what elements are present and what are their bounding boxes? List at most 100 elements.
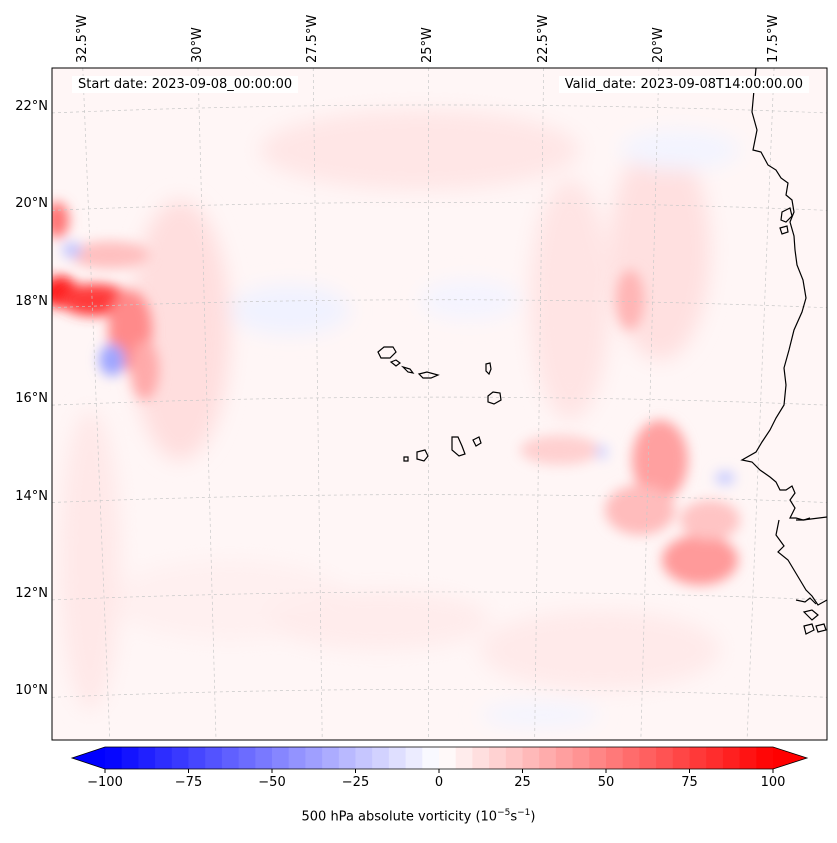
colorbar-segment	[138, 747, 156, 769]
vorticity-band-east	[616, 270, 644, 330]
colorbar-segment	[689, 747, 707, 769]
colorbar-segment	[388, 747, 407, 769]
vorticity-patch	[530, 180, 610, 420]
island-santo-antao	[377, 346, 397, 359]
vorticity-band	[70, 241, 150, 269]
latitude-label: 14°N	[15, 488, 48, 504]
coastline-gambia	[796, 517, 811, 521]
parallel-line	[52, 104, 827, 114]
colorbar-segment	[489, 747, 507, 769]
colorbar-segment	[355, 747, 373, 769]
longitude-label: 27.5°W	[305, 14, 321, 63]
meridian-line	[197, 68, 217, 740]
island-sao-vicente	[389, 359, 401, 367]
graticule	[52, 68, 827, 740]
meridian-line	[640, 68, 660, 740]
colorbar	[70, 746, 809, 773]
vorticity-patch-negative	[620, 130, 740, 170]
vorticity-field	[52, 68, 827, 740]
colorbar-label-unit: s	[510, 809, 518, 825]
vorticity-min-west	[62, 242, 82, 258]
colorbar-tick-label: −50	[258, 775, 286, 790]
colorbar-segment	[739, 747, 757, 769]
colorbar-label-exponent-2: −1	[517, 808, 531, 818]
parallel-line	[52, 201, 827, 211]
vorticity-band-east	[632, 420, 688, 500]
island-brava	[403, 456, 409, 462]
colorbar-tick-label: −100	[87, 775, 123, 790]
colorbar-segment	[555, 747, 574, 769]
colorbar-segment	[105, 747, 123, 769]
island-boa-vista	[487, 391, 502, 405]
longitude-label: 25°W	[420, 27, 436, 63]
colorbar-segment	[522, 747, 540, 769]
vorticity-patch-negative	[480, 703, 600, 727]
colorbar-segment	[405, 747, 423, 769]
colorbar-segment	[722, 747, 741, 769]
colorbar-segment	[472, 747, 490, 769]
colorbar-label-text: 500 hPa absolute vorticity (10	[301, 809, 498, 825]
colorbar-segment	[539, 747, 557, 769]
parallel-line	[52, 396, 827, 406]
colorbar-tick-label: 0	[434, 775, 444, 790]
coastline-bijagos	[803, 623, 815, 635]
longitude-label: 17.5°W	[766, 14, 782, 63]
map-frame	[51, 67, 828, 741]
colorbar-segment	[672, 747, 691, 769]
coastline-island-north	[780, 207, 793, 223]
latitude-label: 10°N	[15, 683, 48, 699]
colorbar-tick-label: 50	[597, 775, 615, 790]
colorbar-segment	[338, 747, 357, 769]
latitude-label: 18°N	[15, 293, 48, 309]
vorticity-band-east	[662, 535, 738, 585]
vorticity-min-west	[99, 344, 125, 376]
cape-verde-islands	[377, 346, 502, 462]
coastline-bijagos	[802, 609, 819, 621]
colorbar-segment	[121, 747, 139, 769]
colorbar-segment	[756, 747, 774, 769]
island-sao-nicolau	[400, 365, 415, 374]
colorbar-segment	[422, 747, 440, 769]
vorticity-band	[52, 202, 69, 238]
colorbar-extend-high	[773, 747, 807, 769]
latitude-label: 22°N	[15, 98, 48, 114]
colorbar-label: 500 hPa absolute vorticity (10−5s−1)	[0, 808, 837, 824]
colorbar-segment	[455, 747, 473, 769]
colorbar-extend-low	[72, 747, 105, 769]
longitude-label: 20°W	[650, 27, 666, 63]
colorbar-segment	[305, 747, 323, 769]
vorticity-patch	[60, 410, 120, 710]
vorticity-patch	[130, 200, 230, 460]
colorbar-tick-label: −75	[174, 775, 203, 790]
colorbar-label-close: )	[530, 809, 536, 825]
latitude-label: 16°N	[15, 391, 48, 407]
colorbar-segment	[622, 747, 640, 769]
vorticity-patch-negative	[230, 285, 350, 335]
coastline-estuary	[795, 597, 817, 605]
colorbar-tick-label: 25	[514, 775, 531, 790]
colorbar-segment	[505, 747, 524, 769]
colorbar-segment	[322, 747, 340, 769]
colorbar-tick-label: 75	[681, 775, 698, 790]
vorticity-min-east	[715, 471, 735, 485]
colorbar-segment	[171, 747, 190, 769]
coastline-bijagos	[815, 623, 827, 633]
colorbar-segment	[656, 747, 674, 769]
colorbar-segment	[188, 747, 206, 769]
colorbar-segment	[272, 747, 290, 769]
colorbar-segment	[572, 747, 590, 769]
colorbar-segment	[372, 747, 390, 769]
colorbar-segment	[155, 747, 173, 769]
colorbar-segment	[606, 747, 624, 769]
longitude-label: 30°W	[190, 27, 205, 63]
meridian-line	[312, 68, 323, 740]
coastline-lower	[775, 519, 827, 606]
vorticity-band-east	[605, 485, 675, 535]
colorbar-tick-label: −25	[341, 775, 370, 790]
colorbar-segment	[589, 747, 607, 769]
island-sal	[485, 362, 492, 376]
parallel-line	[52, 591, 827, 601]
vorticity-band-east	[680, 500, 740, 540]
